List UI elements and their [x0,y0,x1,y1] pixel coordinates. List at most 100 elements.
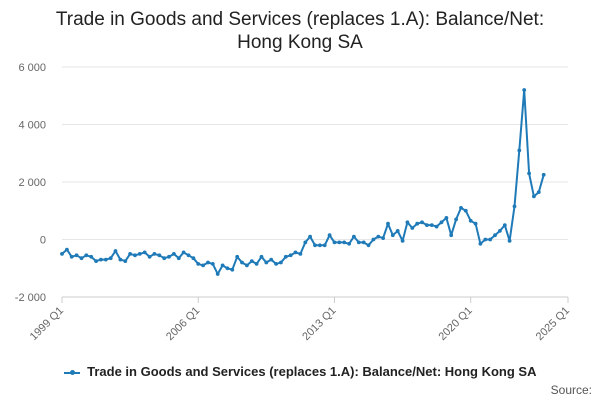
x-tick-label: 2025 Q1 [534,305,572,343]
legend[interactable]: Trade in Goods and Services (replaces 1.… [0,364,600,379]
data-point [405,220,410,225]
data-point [522,88,527,92]
data-point [478,241,483,246]
data-point [342,240,347,245]
x-axis: 1999 Q1 2006 Q1 2013 Q1 2020 Q1 2025 Q1 [28,296,572,343]
data-point [498,229,502,233]
data-point [264,260,269,265]
y-tick-label: 2 000 [18,177,46,189]
data-point [181,250,186,255]
data-point [532,194,536,199]
data-point [69,254,74,259]
data-series [60,88,546,276]
data-point [74,253,79,258]
legend-label: Trade in Goods and Services (replaces 1.… [87,364,537,379]
data-point [376,234,381,239]
data-point [488,237,493,242]
y-tick-label: 6 000 [18,62,46,74]
data-point [434,224,439,229]
chart-title-line-2: Hong Kong SA [237,32,363,53]
data-point [89,254,94,259]
data-point [162,256,167,261]
data-point [220,263,225,268]
data-point [94,259,98,263]
data-point [381,236,385,241]
data-point [415,221,420,226]
data-point [512,204,517,209]
data-point [308,234,312,239]
data-point [176,256,181,261]
y-tick-label: 0 [40,235,46,247]
data-point [356,240,361,245]
data-point [386,221,390,226]
data-point [60,252,64,256]
data-point [225,266,230,271]
data-point [327,233,332,238]
data-point [79,256,84,261]
data-point [371,237,376,242]
data-point [186,253,191,258]
y-tick-label: 4 000 [18,120,46,132]
data-point [196,262,201,266]
source-note: Source: [550,383,592,397]
data-point [400,239,405,243]
data-point [137,252,142,256]
data-point [283,254,288,259]
x-tick-label: 2006 Q1 [164,305,202,343]
data-point [84,253,89,258]
data-point [332,240,337,245]
data-point [210,262,215,266]
data-point [454,217,458,222]
data-point [191,256,196,261]
data-point [99,257,103,262]
data-point [235,254,240,259]
data-point [390,233,395,238]
data-point [410,226,415,230]
data-point [493,233,497,238]
data-point [142,250,147,255]
data-point [298,252,303,256]
data-point [133,253,137,258]
data-point [259,254,264,259]
data-point [468,218,473,223]
data-point [254,262,259,266]
data-point [206,260,210,265]
data-point [483,237,488,242]
data-point [128,252,133,256]
data-point [152,252,157,256]
data-point [201,263,206,268]
data-point [395,229,400,233]
data-point [108,256,113,261]
data-point [420,220,424,225]
data-point [444,216,449,220]
data-point [172,252,176,256]
chart-title: Trade in Goods and Services (replaces 1.… [0,8,600,54]
series-line [61,89,545,275]
data-point [322,243,327,248]
data-point [303,240,308,245]
data-point [269,257,274,262]
data-point [536,190,541,195]
data-point [517,148,522,153]
data-point [337,240,342,245]
data-point [274,262,278,266]
x-tick-label: 2013 Q1 [300,305,338,343]
data-point [123,259,128,263]
data-point [288,253,293,258]
data-point [230,267,235,272]
x-tick-label: 1999 Q1 [28,305,66,343]
data-point [347,241,351,246]
data-point [118,257,123,262]
data-point [313,243,317,248]
data-point [215,272,220,276]
data-point [240,260,244,265]
data-point [527,171,531,176]
data-point [103,257,108,262]
data-point [502,223,507,228]
data-point [65,247,69,252]
data-point [245,263,249,268]
data-point [366,243,371,248]
data-point [361,240,366,245]
chart-title-line-1: Trade in Goods and Services (replaces 1.… [55,9,545,30]
